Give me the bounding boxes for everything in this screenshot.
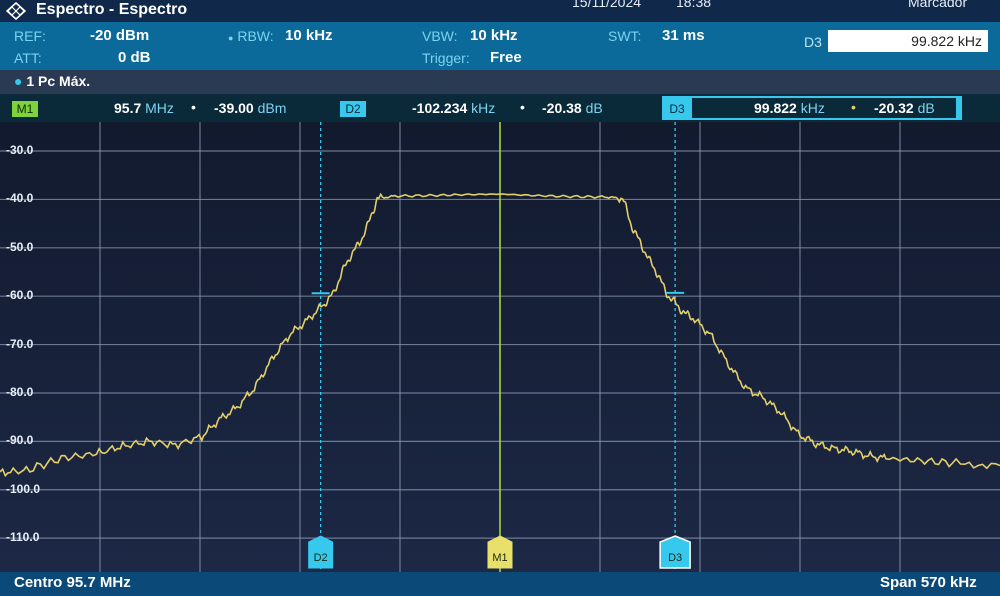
footer-bar: Centro 95.7 MHz Span 570 kHz	[0, 572, 1000, 596]
rbw-value[interactable]: 10 kHz	[285, 27, 333, 44]
ref-label: REF:	[14, 28, 46, 44]
marker-d3-flag-label: D3	[668, 552, 682, 564]
y-tick-label: -60.0	[6, 288, 34, 303]
vbw-value[interactable]: 10 kHz	[470, 27, 518, 44]
swt-label: SWT:	[608, 28, 642, 44]
date-display: 15/11/2024	[572, 0, 642, 10]
trigger-label: Trigger:	[422, 50, 470, 66]
settings-bar[interactable]: REF: -20 dBm ATT: 0 dB ● RBW: 10 kHz VBW…	[0, 22, 1000, 70]
vbw-label: VBW:	[422, 28, 458, 44]
spectrum-plot[interactable]: D2 M1 D3 -30.0 -40.0 -50.0 -60.0 -70.0 -80.0 -90…	[0, 122, 1000, 572]
trace-dot-icon: ●	[14, 73, 23, 89]
marker-d3-panel	[692, 98, 956, 118]
trace-label[interactable]: ● 1 Pc Máx.	[14, 73, 91, 89]
y-tick-label: -30.0	[6, 143, 34, 158]
marker-d3-tag[interactable]: D3	[666, 101, 688, 117]
y-tick-label: -110.0	[6, 530, 40, 545]
rohde-schwarz-logo-icon	[6, 2, 26, 20]
y-tick-label: -80.0	[6, 384, 34, 399]
marker-m1-flag	[487, 535, 513, 569]
marker-d2-flag-label: D2	[314, 552, 328, 564]
app-title: Espectro - Espectro	[36, 1, 188, 18]
bullet-icon: •	[191, 99, 196, 115]
center-frequency[interactable]: Centro 95.7 MHz	[14, 574, 131, 591]
y-tick-label: -90.0	[6, 433, 34, 448]
marker-d2-flag	[308, 535, 334, 569]
marker-m1-flag-label: M1	[492, 552, 507, 564]
marker-bar: M1 95.7 MHz • -39.00 dBm D2 -102.234 kHz…	[0, 94, 1000, 122]
marker-d3-level: -20.32 dB	[874, 100, 935, 116]
trigger-value[interactable]: Free	[490, 49, 522, 66]
y-tick-label: -70.0	[6, 336, 34, 351]
y-tick-label: -40.0	[6, 191, 34, 206]
marker-d3-freq: 99.822 kHz	[754, 100, 825, 116]
d3-value-input[interactable]: 99.822 kHz	[828, 30, 988, 52]
marker-m1-freq: 95.7 MHz	[114, 100, 174, 116]
marker-d2-freq: -102.234 kHz	[412, 100, 496, 116]
marker-m1-level: -39.00 dBm	[214, 100, 287, 116]
marker-d2-level: -20.38 dB	[542, 100, 603, 116]
title-bar: Espectro - Espectro 15/11/2024 18:38 Mar…	[0, 0, 1000, 22]
time-display: 18:38	[676, 0, 712, 10]
ref-value[interactable]: -20 dBm	[90, 27, 150, 44]
bullet-icon: •	[851, 99, 856, 115]
trace-bar: ● 1 Pc Máx.	[0, 70, 1000, 94]
marker-d2-tag[interactable]: D2	[340, 101, 366, 117]
panel-title: Marcador	[908, 0, 968, 10]
d3-label: D3	[804, 34, 822, 50]
rbw-label: ● RBW:	[228, 28, 274, 44]
y-tick-label: -100.0	[6, 481, 41, 496]
spectrum-trace	[0, 192, 1000, 478]
att-value[interactable]: 0 dB	[118, 49, 151, 66]
bullet-icon: •	[520, 99, 525, 115]
marker-d3-flag	[659, 535, 691, 569]
att-label: ATT:	[14, 50, 42, 66]
y-tick-label: -50.0	[6, 239, 34, 254]
spectrum-chart[interactable]: D2 M1 D3	[0, 122, 1000, 572]
span-value[interactable]: Span 570 kHz	[880, 574, 977, 591]
swt-value[interactable]: 31 ms	[662, 27, 705, 44]
marker-m1-tag[interactable]: M1	[12, 101, 38, 117]
